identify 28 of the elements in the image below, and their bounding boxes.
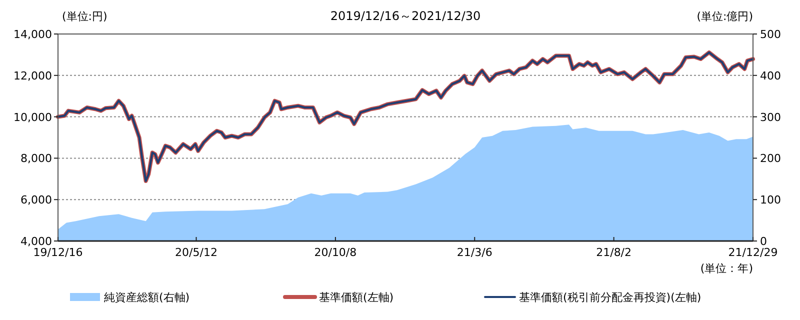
x-tick-label: 19/12/16 — [33, 246, 83, 259]
y-tick-label: 8,000 — [20, 152, 52, 166]
chart-title: 2019/12/16～2021/12/30 — [330, 9, 481, 23]
y-tick-label: 10,000 — [14, 110, 52, 124]
y-tick-label: 14,000 — [14, 28, 52, 41]
legend-label: 純資産総額(右軸) — [104, 291, 190, 304]
x-tick-label: 20/10/8 — [314, 246, 357, 259]
legend-item: 基準価額(税引前分配金再投資)(左軸) — [484, 291, 702, 304]
y-axis-title: (単位:円) — [62, 10, 108, 23]
x-tick-label: 21/3/6 — [456, 246, 492, 259]
y-tick-label: 4,000 — [20, 235, 52, 248]
y2-tick-label: 400 — [760, 69, 781, 82]
legend-item: 基準価額(左軸) — [283, 291, 394, 304]
y2-tick-label: 200 — [760, 152, 781, 166]
y-tick-label: 6,000 — [20, 194, 52, 207]
x-tick-label: 21/8/2 — [596, 246, 632, 259]
legend-item: 純資産総額(右軸) — [70, 291, 190, 304]
y2-tick-label: 500 — [760, 28, 781, 41]
y2-tick-label: 0 — [760, 235, 767, 248]
legend-label: 基準価額(税引前分配金再投資)(左軸) — [519, 291, 702, 304]
x-axis-title: (単位：年) — [700, 262, 753, 275]
y2-tick-label: 100 — [760, 194, 781, 207]
y2-axis-title: (単位:億円) — [696, 10, 753, 23]
y-tick-label: 12,000 — [14, 69, 52, 82]
y2-tick-label: 300 — [760, 110, 781, 124]
x-tick-label: 21/12/29 — [728, 246, 778, 259]
x-tick-label: 20/5/12 — [175, 246, 218, 259]
legend-label: 基準価額(左軸) — [319, 291, 394, 304]
